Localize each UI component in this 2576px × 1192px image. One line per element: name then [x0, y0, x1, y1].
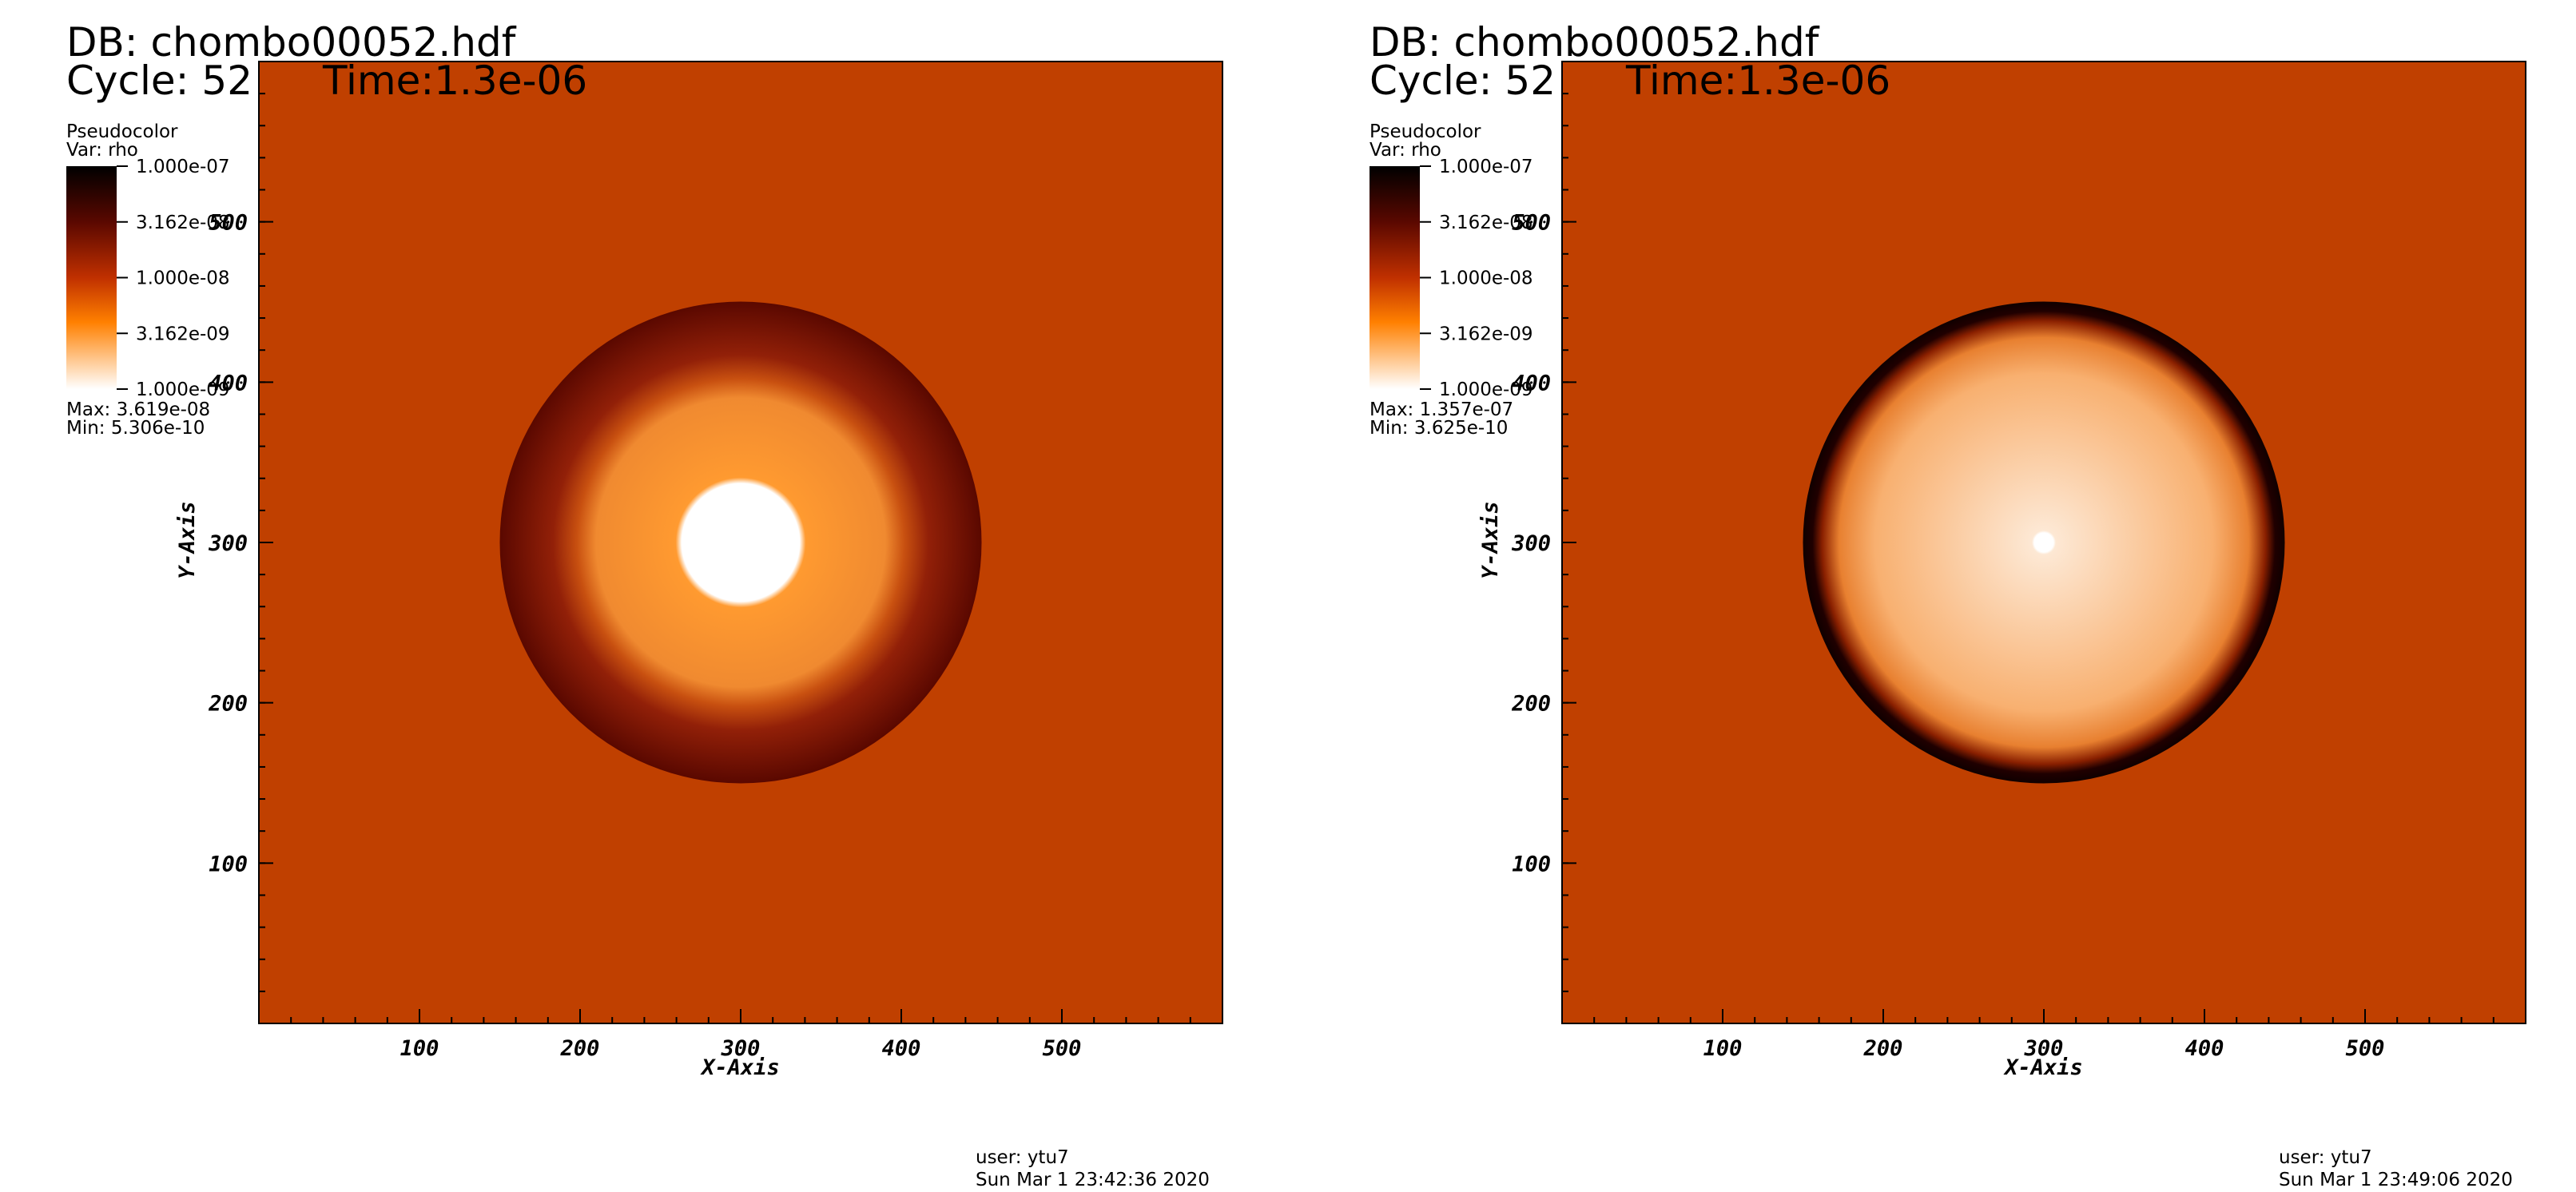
legend-var: Var: rho — [66, 140, 138, 161]
x-tick-label: 400 — [2185, 1036, 2224, 1061]
db-name: DB: chombo00052.hdf — [66, 19, 517, 66]
date: Sun Mar 1 23:49:06 2020 — [2279, 1170, 2513, 1190]
cycle: Cycle: 52 — [1369, 58, 1556, 104]
x-tick-label: 300 — [721, 1036, 761, 1061]
legend-var: Var: rho — [1369, 140, 1441, 161]
colorbar — [1369, 166, 1420, 389]
x-axis-title: X-Axis — [700, 1055, 780, 1080]
y-tick-label: 500 — [209, 211, 248, 236]
colorbar — [66, 166, 117, 389]
db-name: DB: chombo00052.hdf — [1369, 19, 1820, 66]
y-tick-label: 400 — [1512, 371, 1551, 395]
x-tick-label: 200 — [1863, 1036, 1903, 1061]
x-tick-label: 100 — [400, 1036, 439, 1061]
min-label: Min: 5.306e-10 — [66, 418, 205, 439]
y-tick-label: 100 — [209, 852, 248, 876]
y-tick-label: 500 — [1512, 211, 1551, 236]
x-tick-label: 500 — [1043, 1036, 1082, 1061]
density-field — [1803, 301, 2285, 784]
x-axis-title: X-Axis — [2003, 1055, 2083, 1080]
panel: 100 200 300 400 500 100 200 300 400 500 X-Axis Y-Ax… — [1369, 19, 2526, 1190]
colorbar-label: 1.000e-09 — [136, 379, 230, 400]
x-tick-label: 100 — [1703, 1036, 1743, 1061]
cycle: Cycle: 52 — [66, 58, 252, 104]
colorbar-label: 3.162e-08 — [136, 213, 230, 233]
x-tick-label: 300 — [2024, 1036, 2064, 1061]
legend-title: Pseudocolor — [1369, 121, 1481, 142]
time: Time:1.3e-06 — [322, 58, 587, 104]
x-tick-label: 500 — [2346, 1036, 2385, 1061]
colorbar-label: 3.162e-08 — [1439, 213, 1533, 233]
x-tick-label: 200 — [560, 1036, 600, 1061]
y-tick-label: 400 — [209, 371, 248, 395]
y-tick-label: 200 — [208, 692, 248, 717]
colorbar-label: 1.000e-08 — [1439, 268, 1533, 289]
y-tick-label: 100 — [1512, 852, 1551, 876]
colorbar-label: 3.162e-09 — [136, 324, 230, 344]
colorbar-label: 1.000e-09 — [1439, 379, 1533, 400]
colorbar-label: 1.000e-08 — [136, 268, 230, 289]
max-label: Max: 1.357e-07 — [1369, 399, 1513, 420]
y-axis-title: Y-Axis — [1478, 501, 1503, 579]
y-axis-title: Y-Axis — [175, 501, 200, 579]
colorbar-label: 3.162e-09 — [1439, 324, 1533, 344]
max-label: Max: 3.619e-08 — [66, 399, 210, 420]
legend-title: Pseudocolor — [66, 121, 178, 142]
colorbar-label: 1.000e-07 — [136, 157, 230, 177]
panel: 100 200 300 400 500 100 200 300 400 500 X-Axis Y-Ax… — [66, 19, 1223, 1190]
y-tick-label: 300 — [1511, 531, 1551, 556]
x-tick-label: 400 — [882, 1036, 921, 1061]
date: Sun Mar 1 23:42:36 2020 — [976, 1170, 1210, 1190]
y-tick-label: 300 — [208, 531, 248, 556]
time: Time:1.3e-06 — [1625, 58, 1890, 104]
colorbar-label: 1.000e-07 — [1439, 157, 1533, 177]
min-label: Min: 3.625e-10 — [1369, 418, 1508, 439]
y-tick-label: 200 — [1511, 692, 1551, 717]
user: user: ytu7 — [2279, 1147, 2372, 1168]
density-field — [499, 301, 982, 784]
user: user: ytu7 — [976, 1147, 1069, 1168]
